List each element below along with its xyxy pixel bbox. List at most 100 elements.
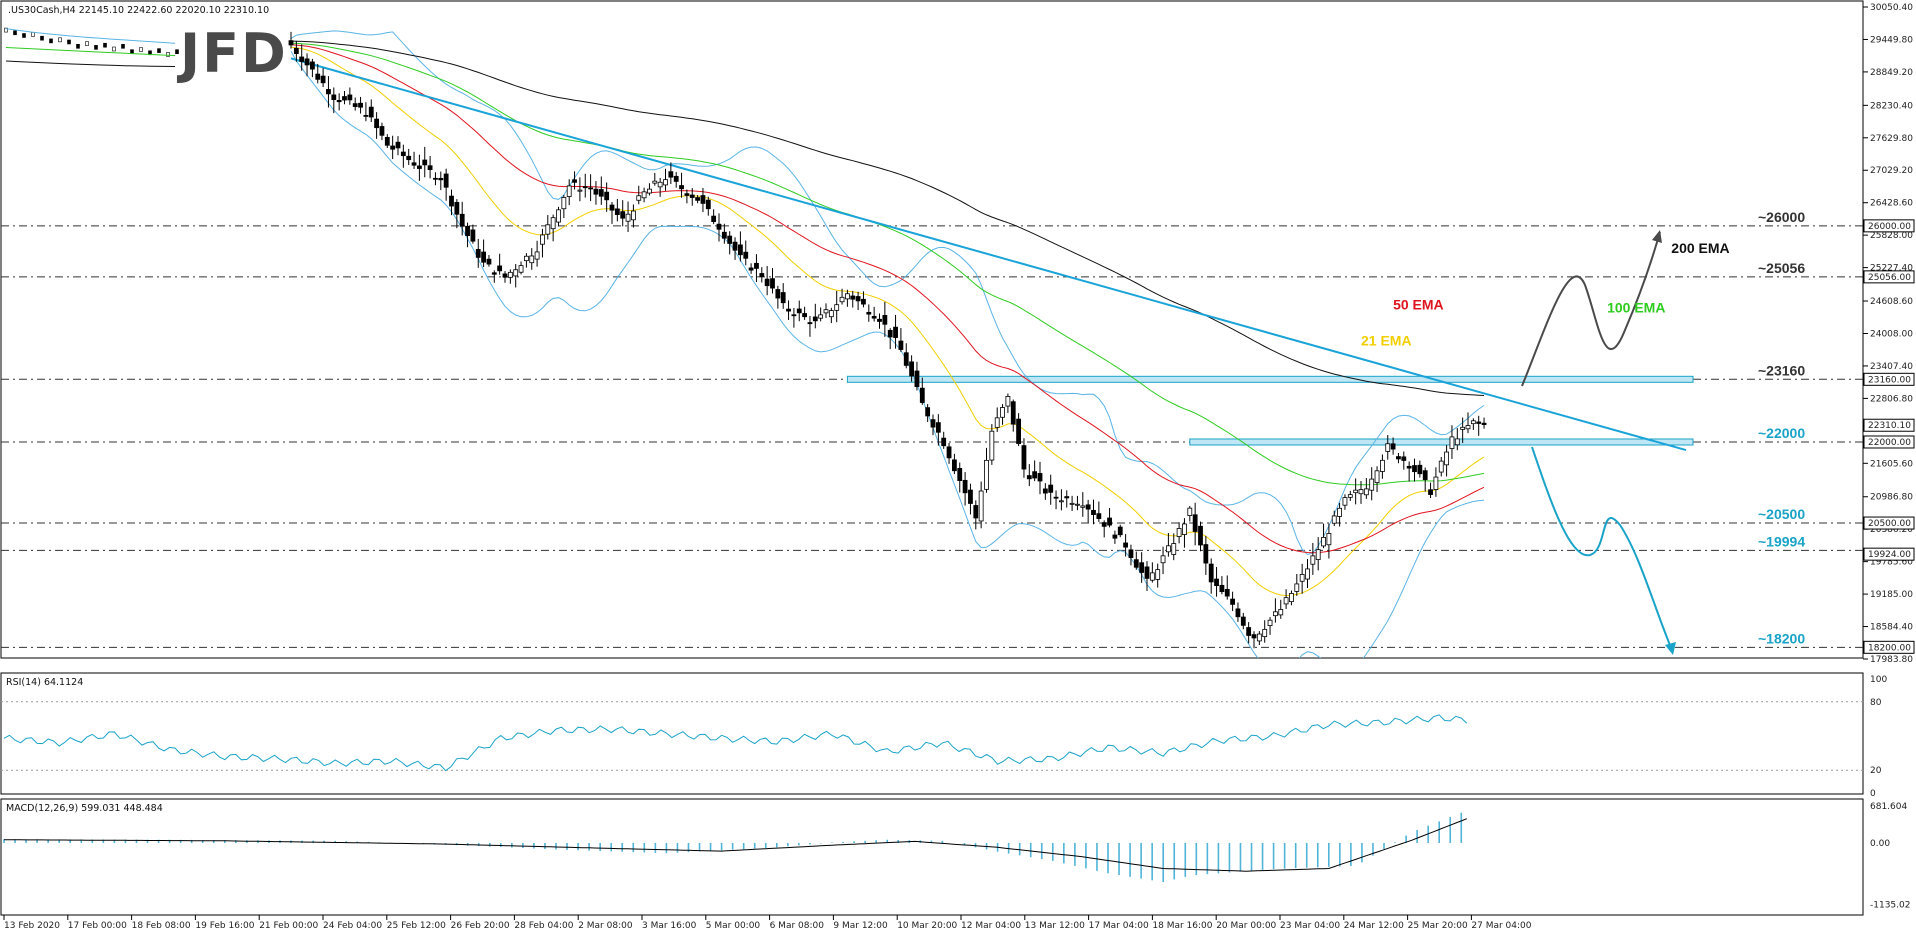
candle-body <box>320 75 326 84</box>
candle-body <box>336 100 342 103</box>
level-label-2: ~23160 <box>1758 362 1805 378</box>
candle-body <box>663 179 668 186</box>
candle-body <box>871 315 877 319</box>
candle <box>1219 576 1225 595</box>
price-axis-label: 19185.00 <box>1870 590 1913 600</box>
candle-body <box>518 265 524 273</box>
macd-panel <box>0 798 1864 916</box>
candle-body <box>631 210 636 221</box>
inset-candle <box>94 45 98 50</box>
bearish-arrow-head <box>1665 642 1676 655</box>
candle <box>1123 534 1128 557</box>
chart-title: .US30Cash,H4 22145.10 22422.60 22020.10 … <box>8 5 269 16</box>
candle-body <box>502 273 508 278</box>
candle <box>1053 490 1059 510</box>
time-axis-label: 26 Feb 20:00 <box>451 921 510 931</box>
macd-axis-label: -1135.02 <box>1870 901 1910 911</box>
candle <box>957 462 963 493</box>
candle-body <box>1069 502 1075 505</box>
candle <box>422 146 428 178</box>
candle <box>802 306 807 320</box>
candle-body <box>1353 489 1359 494</box>
candle-body <box>919 387 925 403</box>
candle <box>433 172 438 186</box>
candle <box>1176 522 1182 544</box>
candle-body <box>1412 465 1417 473</box>
bullish-arrow-head <box>1652 230 1662 243</box>
candle <box>459 201 465 236</box>
candle-body <box>1337 507 1342 517</box>
candle <box>791 307 797 328</box>
candle <box>861 291 866 308</box>
candle-body <box>620 211 626 219</box>
candle-body <box>807 322 813 325</box>
candle-body <box>550 217 556 230</box>
candle <box>518 261 524 275</box>
candle-body <box>1059 500 1064 503</box>
candle <box>1133 551 1139 570</box>
candle-body <box>358 102 363 108</box>
candle-body <box>379 126 385 136</box>
candle <box>593 181 599 205</box>
candle <box>946 442 952 464</box>
candle-body <box>823 309 829 314</box>
candle <box>1299 563 1305 594</box>
candle-body <box>1331 515 1337 524</box>
candle-body <box>845 293 850 300</box>
candle-body <box>1091 509 1096 515</box>
candle <box>962 472 968 506</box>
price-axis-label: 19785.60 <box>1870 558 1913 568</box>
candle-body <box>684 193 690 196</box>
time-axis-label: 24 Mar 12:00 <box>1344 921 1404 931</box>
inset-candle <box>175 49 179 55</box>
candle <box>1160 546 1166 575</box>
inset-candle <box>4 27 8 33</box>
candle <box>919 377 925 405</box>
candle-body <box>1283 597 1289 605</box>
candle-body <box>754 262 759 269</box>
candle <box>1240 612 1246 630</box>
candle <box>978 481 984 529</box>
time-axis-label: 17 Feb 00:00 <box>68 921 127 931</box>
candle <box>716 213 722 242</box>
candle-body <box>566 185 572 197</box>
rsi-axis-label: 20 <box>1870 766 1882 776</box>
candle <box>1037 461 1043 495</box>
bollinger-upper <box>290 30 1485 556</box>
candle-body <box>711 215 717 223</box>
candle <box>641 187 647 203</box>
time-axis-label: 9 Mar 12:00 <box>833 921 888 931</box>
candle <box>390 135 396 160</box>
candle <box>1021 438 1027 478</box>
candle-body <box>1369 478 1375 491</box>
level-label-6: ~18200 <box>1758 630 1805 646</box>
candle <box>309 58 315 78</box>
candle <box>582 173 588 198</box>
inset-candle <box>166 52 170 57</box>
candle <box>358 96 363 114</box>
ema-label-1: 100 EMA <box>1607 299 1665 315</box>
price-tag-label: 23160.00 <box>1868 375 1911 385</box>
candle-body <box>732 241 738 251</box>
candle <box>1128 544 1134 566</box>
candle-body <box>673 175 679 182</box>
candle-body <box>1133 559 1139 568</box>
candle-body <box>759 273 765 277</box>
candle <box>1380 454 1385 479</box>
ema-label-2: 50 EMA <box>1393 297 1444 313</box>
candle <box>796 300 802 322</box>
level-label-1: ~25056 <box>1758 260 1805 276</box>
candle <box>812 303 818 329</box>
time-axis-label: 25 Mar 20:00 <box>1408 921 1468 931</box>
candle <box>1091 499 1096 525</box>
candle <box>1337 502 1342 527</box>
candle <box>368 99 374 122</box>
price-axis-label: 20386.20 <box>1870 525 1913 535</box>
candle <box>1417 460 1423 478</box>
candle <box>786 300 791 321</box>
macd-signal-line <box>3 818 1467 872</box>
price-axis-label: 23407.40 <box>1870 362 1913 372</box>
candle <box>1267 617 1273 635</box>
candle-body <box>604 191 610 201</box>
candle <box>1289 590 1294 606</box>
